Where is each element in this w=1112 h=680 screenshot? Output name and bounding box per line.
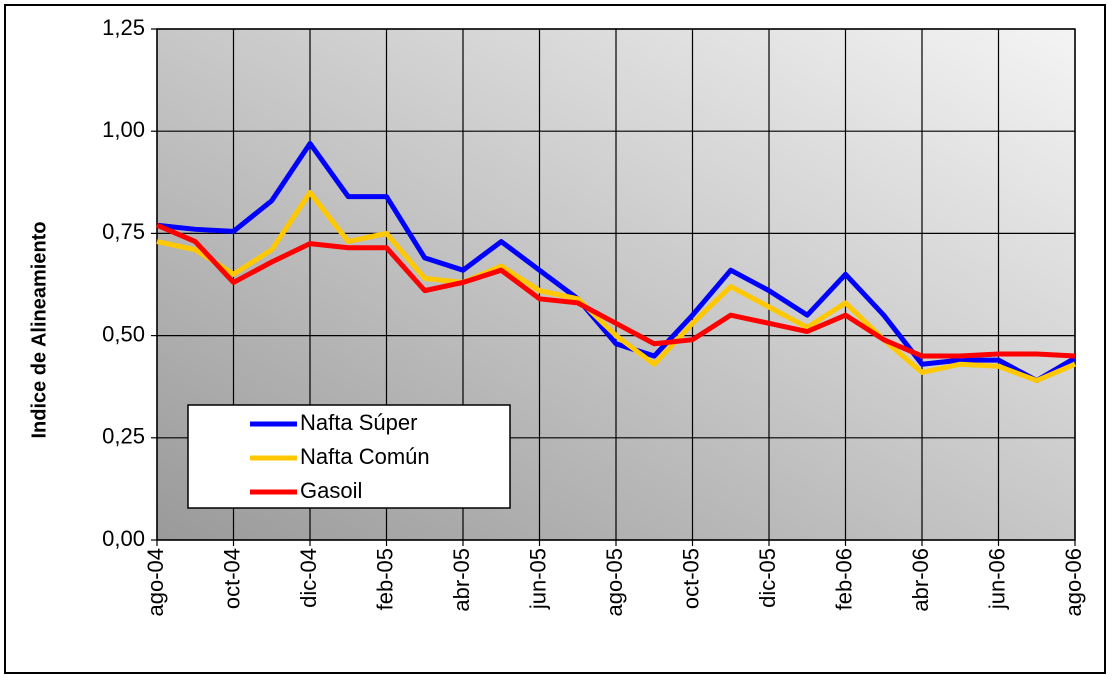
- grid: [151, 28, 1076, 546]
- x-tick-label: ago-05: [602, 548, 627, 617]
- y-tick-label: 0,75: [102, 219, 145, 244]
- y-tick-label: 0,50: [102, 321, 145, 346]
- x-tick-label: feb-06: [831, 548, 856, 610]
- y-tick-label: 1,25: [102, 15, 145, 40]
- series-line: [156, 190, 1076, 384]
- labels: 0,00 0,25 0,50 0,75 1,00 1,25 ago-04 oct-04 dic-…: [102, 15, 1086, 617]
- x-tick-label: dic-05: [755, 548, 780, 608]
- legend-label: Gasoil: [300, 478, 362, 503]
- x-tick-label: ago-04: [143, 548, 168, 617]
- legend-label: Nafta Común: [300, 444, 430, 469]
- y-tick-label: 1,00: [102, 117, 145, 142]
- x-tick-label: jun-06: [984, 548, 1009, 610]
- y-axis-label: Indice de Alineamiento: [28, 221, 50, 438]
- y-tick-label: 0,00: [102, 526, 145, 551]
- legend-box: [187, 404, 511, 509]
- legend-label: Nafta Súper: [300, 410, 417, 435]
- y-tick-label: 0,25: [102, 424, 145, 449]
- x-tick-label: oct-04: [219, 548, 244, 609]
- x-tick-label: oct-05: [678, 548, 703, 609]
- x-tick-label: ago-06: [1061, 548, 1086, 617]
- x-tick-label: abr-06: [908, 548, 933, 612]
- x-tick-label: abr-05: [449, 548, 474, 612]
- x-tick-label: dic-04: [296, 548, 321, 608]
- series-line: [156, 140, 1077, 384]
- x-tick-label: feb-05: [372, 548, 397, 610]
- series-line: [156, 222, 1076, 359]
- lines: [156, 140, 1077, 384]
- legend: Nafta Súper Nafta Común Gasoil: [187, 404, 511, 509]
- x-tick-label: jun-05: [525, 548, 550, 610]
